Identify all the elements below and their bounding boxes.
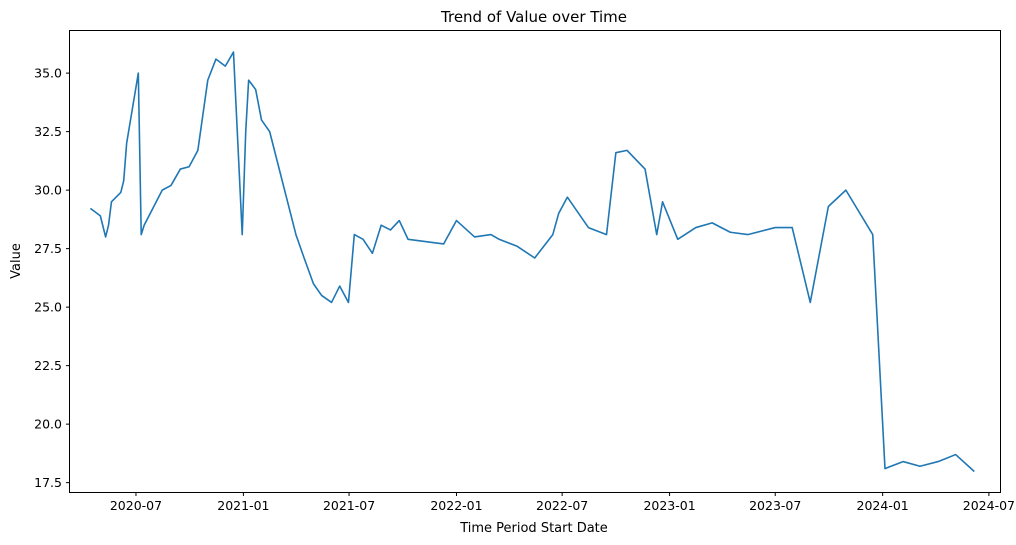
chart-title: Trend of Value over Time — [440, 8, 627, 26]
y-tick-label: 22.5 — [34, 358, 62, 373]
plot-area: 2020-07 2021-01 2021-07 2022-01 2022-07 2023-… — [34, 30, 1015, 513]
x-tick-label: 2024-07 — [963, 498, 1015, 513]
y-tick-label: 27.5 — [34, 241, 62, 256]
y-tick-label: 32.5 — [34, 124, 62, 139]
x-tick-label: 2020-07 — [110, 498, 162, 513]
x-tick-label: 2023-01 — [643, 498, 695, 513]
x-tick-label: 2022-07 — [536, 498, 588, 513]
x-tick-label: 2021-01 — [217, 498, 269, 513]
y-tick-label: 35.0 — [34, 66, 62, 81]
y-tick-label: 25.0 — [34, 300, 62, 315]
x-axis-title: Time Period Start Date — [459, 521, 608, 536]
x-axis: 2020-07 2021-01 2021-07 2022-01 2022-07 2023-… — [110, 492, 1015, 513]
series-line — [89, 51, 975, 473]
x-tick-label: 2024-01 — [857, 498, 909, 513]
y-tick-label: 30.0 — [34, 183, 62, 198]
y-axis: 17.5 20.0 22.5 25.0 27.5 30.0 32.5 35.0 — [34, 66, 70, 490]
x-tick-label: 2023-07 — [749, 498, 801, 513]
x-tick-label: 2021-07 — [323, 498, 375, 513]
x-tick-label: 2022-01 — [430, 498, 482, 513]
plot-frame — [69, 30, 1001, 493]
y-tick-label: 17.5 — [34, 475, 62, 490]
y-tick-label: 20.0 — [34, 417, 62, 432]
y-axis-title: Value — [9, 243, 24, 279]
